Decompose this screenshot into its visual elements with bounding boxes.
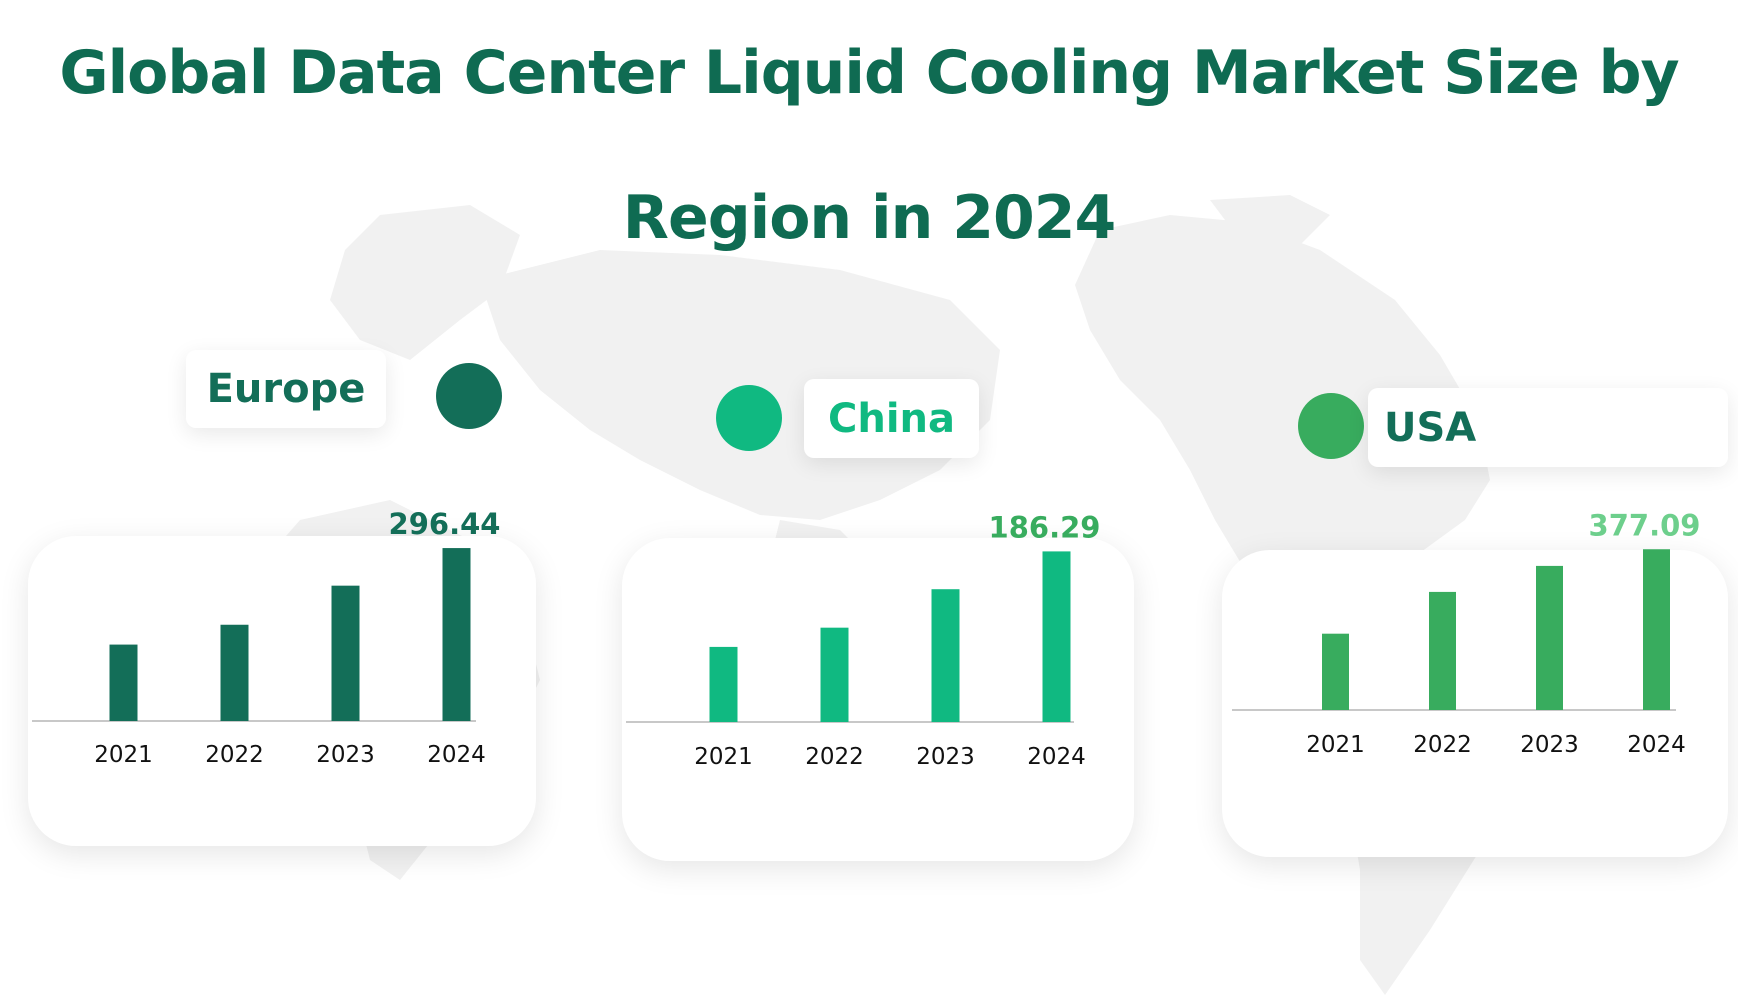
china-bar-2024 xyxy=(1042,551,1071,722)
europe-tick-label-2024: 2024 xyxy=(427,742,486,768)
europe-bar-chart: 2021 2022 2023 2024 296.44 xyxy=(32,507,500,768)
europe-tick-label-2022: 2022 xyxy=(205,742,264,768)
china-bar-2023 xyxy=(931,589,960,722)
europe-marker-dot xyxy=(436,363,502,429)
china-tick-label-2022: 2022 xyxy=(805,744,864,770)
europe-shape xyxy=(330,205,520,360)
usa-bar-chart: 2021 2022 2023 2024 377.09 xyxy=(1232,508,1700,758)
europe-chart-card: 2021 2022 2023 2024 296.44 xyxy=(28,507,536,846)
region-name-europe: Europe xyxy=(206,366,366,412)
region-name-usa: USA xyxy=(1384,404,1477,451)
china-bar-chart: 2021 2022 2023 2024 186.29 xyxy=(626,510,1100,770)
europe-bar-2024 xyxy=(442,548,471,721)
usa-bar-2023 xyxy=(1536,565,1563,710)
europe-bar-2021 xyxy=(109,644,138,721)
europe-tick-label-2021: 2021 xyxy=(94,742,153,768)
usa-chart-card: 2021 2022 2023 2024 377.09 xyxy=(1222,508,1728,857)
north-america-shape xyxy=(1075,215,1490,625)
usa-marker-dot xyxy=(1298,393,1364,459)
region-name-china: China xyxy=(827,395,955,442)
china-bar-2021 xyxy=(709,646,738,722)
region-label-usa: USA xyxy=(1368,388,1728,467)
region-label-europe: Europe xyxy=(186,350,386,428)
usa-bar-2022 xyxy=(1429,591,1456,710)
usa-data-label-2024: 377.09 xyxy=(1589,508,1701,542)
usa-bar-2024 xyxy=(1643,549,1670,710)
china-data-label-2024: 186.29 xyxy=(989,510,1101,544)
chart-title-line-2: Region in 2024 xyxy=(622,183,1116,253)
europe-tick-label-2023: 2023 xyxy=(316,742,375,768)
china-tick-label-2023: 2023 xyxy=(916,744,975,770)
greenland-shape xyxy=(1210,195,1330,245)
usa-bar-2021 xyxy=(1322,633,1349,710)
europe-bar-2022 xyxy=(220,624,249,721)
china-marker-dot xyxy=(716,385,782,451)
chart-title-line-1: Global Data Center Liquid Cooling Market… xyxy=(59,38,1679,108)
usa-tick-label-2021: 2021 xyxy=(1306,732,1365,758)
usa-tick-label-2024: 2024 xyxy=(1627,732,1686,758)
china-tick-label-2021: 2021 xyxy=(694,744,753,770)
region-label-china: China xyxy=(804,379,979,458)
usa-tick-label-2022: 2022 xyxy=(1413,732,1472,758)
europe-data-label-2024: 296.44 xyxy=(389,507,501,541)
europe-bar-2023 xyxy=(331,585,360,721)
china-chart-card: 2021 2022 2023 2024 186.29 xyxy=(622,510,1134,861)
china-tick-label-2024: 2024 xyxy=(1027,744,1086,770)
china-bar-2022 xyxy=(820,627,849,722)
usa-tick-label-2023: 2023 xyxy=(1520,732,1579,758)
